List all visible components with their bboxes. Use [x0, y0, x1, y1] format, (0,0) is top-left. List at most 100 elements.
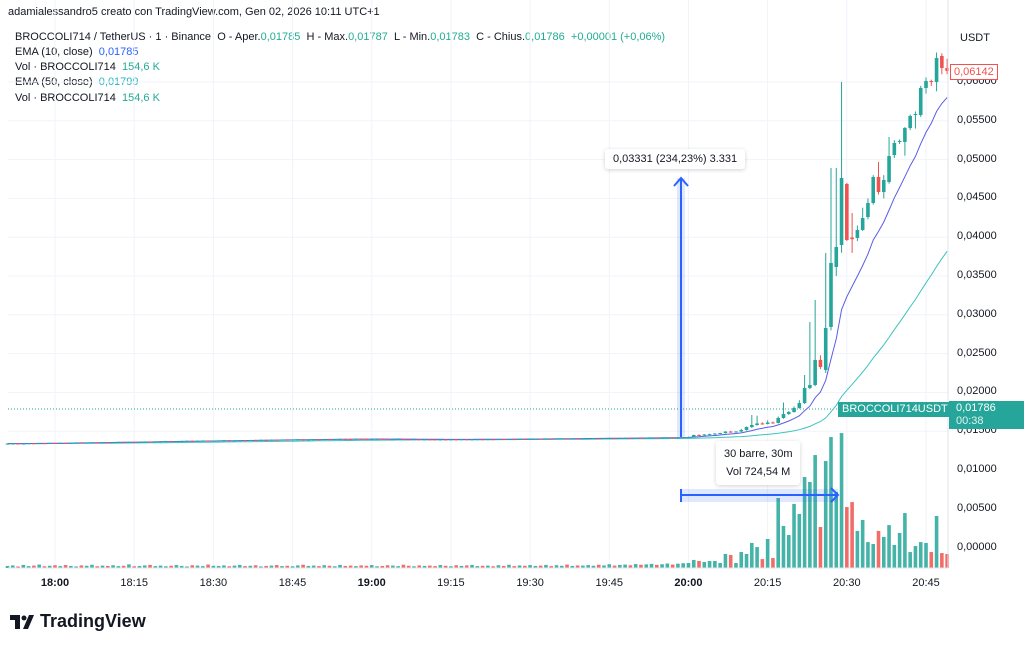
candle-body: [201, 440, 205, 442]
price-tick: 0,04000: [957, 230, 997, 243]
time-tick: 18:15: [120, 577, 148, 589]
candle-body: [79, 442, 84, 444]
candle-body: [776, 418, 781, 423]
current-price: 0,01786: [956, 402, 996, 414]
last-price-label: 0,06142: [950, 64, 998, 80]
volume-bar: [654, 564, 659, 568]
candle-body: [338, 438, 342, 440]
candle-body: [549, 438, 554, 440]
candle-body: [21, 443, 26, 445]
candle-body: [723, 431, 728, 433]
volume-bar: [618, 564, 622, 568]
candle-body: [69, 442, 73, 444]
candle-body: [660, 437, 664, 439]
volume-bar: [734, 563, 738, 568]
volume-bar: [105, 565, 110, 568]
time-tick: 18:45: [278, 577, 307, 589]
candle-body: [707, 434, 712, 436]
price-tick: 0,02500: [957, 346, 997, 359]
candle-body: [486, 439, 490, 441]
price-chart[interactable]: [0, 0, 1024, 600]
vol2-legend[interactable]: Vol · BROCCOLI714 154,6 K: [15, 92, 160, 104]
chart-credit: adamialessandro5 creato con TradingView.…: [8, 6, 380, 18]
candle-body: [887, 156, 891, 183]
vol2-value: 154,6 K: [122, 92, 160, 104]
candle-body: [881, 180, 886, 193]
high-label: H - Max.: [306, 31, 349, 43]
time-tick: 19:00: [357, 577, 386, 589]
candle-body: [95, 442, 100, 444]
time-tick: 20:00: [674, 577, 703, 589]
candle-body: [654, 437, 659, 439]
candle-body: [32, 443, 36, 445]
candle-body: [380, 438, 385, 440]
volume-bar: [132, 566, 136, 568]
volume-bar: [681, 563, 685, 568]
candle-body: [105, 442, 110, 444]
volume-bar: [58, 566, 63, 568]
candle-body: [348, 438, 353, 440]
candle-body: [364, 438, 369, 440]
volume-bar: [338, 564, 342, 568]
candle-body: [834, 246, 839, 267]
candle-body: [892, 142, 897, 156]
volume-bar: [723, 553, 728, 568]
tradingview-logo[interactable]: TradingView: [10, 611, 146, 632]
volume-bar: [596, 564, 601, 568]
volume-bar: [480, 565, 485, 568]
volume-bar: [5, 565, 10, 568]
price-tick: 0,05000: [957, 152, 997, 165]
candle-body: [391, 439, 395, 441]
candle-body: [639, 437, 643, 439]
price-tick: 0,00500: [957, 501, 997, 514]
candle-body: [84, 442, 89, 444]
candle-body: [786, 412, 791, 414]
open-value: 0,01785: [260, 31, 301, 43]
candle-body: [459, 439, 464, 441]
price-tick: 0,01000: [957, 463, 997, 475]
candle-body: [385, 439, 390, 441]
candle-body: [739, 430, 744, 432]
measure-tool[interactable]: [673, 176, 840, 503]
volume-bar: [496, 565, 501, 568]
volume-bar: [454, 565, 458, 568]
volume-bar: [459, 565, 464, 568]
volume-bar: [111, 565, 115, 568]
volume-bar: [501, 565, 506, 568]
candle-body: [665, 437, 670, 439]
candle-body: [243, 440, 247, 442]
candle-body: [401, 438, 406, 440]
candle-body: [422, 439, 427, 441]
vol1-legend[interactable]: Vol · BROCCOLI714 154,6 K: [15, 61, 160, 73]
candle-body: [533, 438, 538, 440]
volume-bar: [90, 564, 94, 568]
candle-body: [443, 439, 448, 441]
vol1-value: 154,6 K: [122, 61, 160, 73]
volume-bar: [649, 563, 654, 568]
volume-bar: [486, 565, 490, 568]
volume-bar: [47, 565, 52, 568]
candle-body: [259, 439, 263, 441]
volume-bar: [591, 565, 596, 568]
candle-body: [908, 115, 912, 129]
candle-body: [121, 441, 126, 443]
volume-bar: [174, 565, 179, 568]
candle-body: [670, 437, 675, 439]
bar-countdown: 00:38: [956, 415, 984, 427]
candle-body: [924, 80, 928, 88]
candle-body: [5, 443, 10, 445]
candle-body: [142, 441, 147, 443]
volume-bars: [5, 433, 949, 568]
symbol-title[interactable]: BROCCOLI714 / TetherUS · 1 · Binance: [15, 31, 212, 43]
volume-bar: [385, 565, 390, 568]
candle-body: [702, 434, 707, 436]
volume-bar: [26, 566, 31, 568]
volume-bar: [860, 519, 865, 568]
candle-body: [850, 237, 854, 240]
volume-bar: [332, 566, 337, 568]
candles: [5, 52, 949, 445]
volume-bar: [575, 565, 580, 568]
bars-count: 30 barre, 30m: [724, 448, 793, 460]
candle-body: [823, 327, 828, 370]
ema10-legend[interactable]: EMA (10, close) 0,01785: [15, 46, 139, 58]
